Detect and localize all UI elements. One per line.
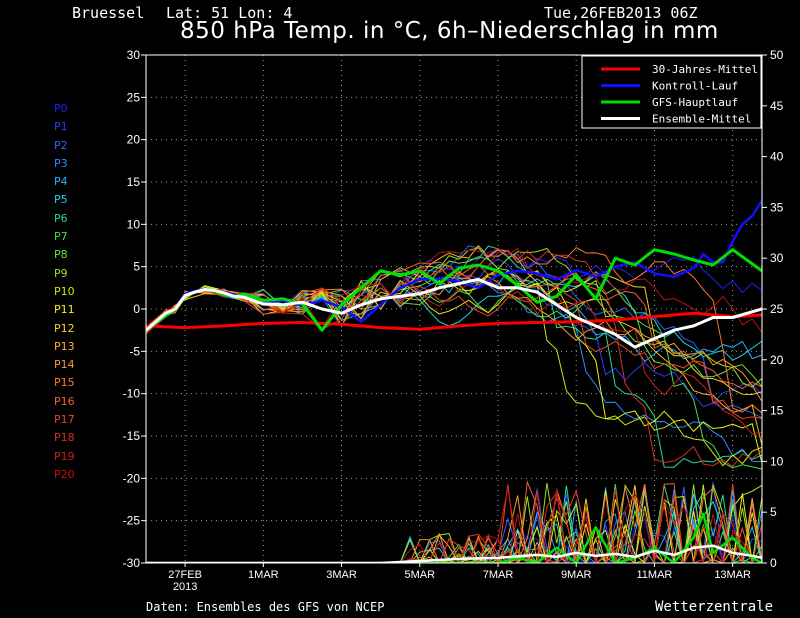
left-tick-label: 15 bbox=[127, 175, 141, 189]
x-tick-label: 9MAR bbox=[561, 569, 592, 581]
series-ensemble-mittel-line bbox=[146, 277, 762, 349]
member-temp-line bbox=[146, 285, 762, 420]
x-tick-label: 13MAR bbox=[714, 569, 751, 581]
member-label: P20 bbox=[54, 467, 75, 481]
x-tick-label: 1MAR bbox=[248, 569, 279, 581]
member-label: P3 bbox=[54, 156, 68, 170]
right-tick-label: 30 bbox=[770, 251, 784, 265]
right-tick-label: 15 bbox=[770, 404, 784, 418]
member-label: P8 bbox=[54, 248, 68, 262]
member-temp-line bbox=[146, 250, 762, 468]
member-label: P5 bbox=[54, 193, 68, 207]
data-source: Daten: Ensembles des GFS von NCEP bbox=[146, 600, 385, 614]
right-tick-label: 25 bbox=[770, 302, 784, 316]
member-label: P9 bbox=[54, 266, 68, 280]
highlighted-lines bbox=[146, 199, 762, 349]
left-tick-label: -20 bbox=[123, 471, 141, 485]
member-temp-line bbox=[146, 271, 762, 467]
x-tick-label: 11MAR bbox=[637, 569, 673, 581]
station-name: Bruessel bbox=[72, 4, 145, 22]
member-label: P15 bbox=[54, 376, 75, 390]
member-label: P13 bbox=[54, 339, 75, 353]
mean-precip-line bbox=[146, 544, 762, 563]
left-tick-label: 10 bbox=[127, 217, 141, 231]
right-tick-label: 0 bbox=[770, 556, 777, 570]
member-label: P16 bbox=[54, 394, 75, 408]
member-label: P4 bbox=[54, 175, 68, 189]
left-tick-label: 20 bbox=[127, 133, 141, 147]
member-label: P2 bbox=[54, 138, 68, 152]
x-tick-label: 7MAR bbox=[483, 569, 514, 581]
x-tick-label: 5MAR bbox=[404, 569, 435, 581]
member-temp-line bbox=[146, 245, 762, 446]
ensemble-member-legend: P0 P1 P2 P3 P4 P5 P6 P7 P8 P9 P10 P11 P12 P13 P14 P15 P1… bbox=[54, 100, 75, 484]
member-label: P11 bbox=[54, 303, 75, 317]
right-tick-label: 35 bbox=[770, 200, 784, 214]
right-tick-label: 20 bbox=[770, 353, 784, 367]
x-tick-label: 27FEB bbox=[168, 569, 202, 581]
member-temp-line bbox=[146, 270, 762, 435]
left-tick-label: 0 bbox=[133, 302, 140, 316]
member-temp-line bbox=[146, 246, 762, 414]
right-tick-label: 50 bbox=[770, 48, 784, 62]
right-tick-label: 45 bbox=[770, 99, 784, 113]
x-tick-label: 3MAR bbox=[326, 569, 357, 581]
x-tick-sublabel: 2013 bbox=[173, 581, 197, 593]
member-label: P1 bbox=[54, 120, 68, 134]
member-label: P12 bbox=[54, 321, 75, 335]
member-precip-line bbox=[146, 487, 762, 563]
brand: Wetterzentrale bbox=[655, 599, 774, 615]
series-30-jahres-mittel-line bbox=[146, 311, 762, 331]
chart-title: 850 hPa Temp. in °C, 6h–Niederschlag in … bbox=[180, 18, 719, 44]
member-label: P19 bbox=[54, 449, 75, 463]
member-temp-line bbox=[146, 261, 762, 390]
member-temp-line bbox=[146, 245, 762, 468]
member-label: P10 bbox=[54, 284, 75, 298]
left-tick-label: -25 bbox=[123, 514, 141, 528]
member-precip-line bbox=[146, 483, 762, 563]
left-tick-label: 30 bbox=[127, 48, 141, 62]
member-label: P18 bbox=[54, 431, 75, 445]
plot-frame bbox=[145, 54, 763, 564]
right-tick-label: 10 bbox=[770, 454, 784, 468]
left-tick-label: 25 bbox=[127, 90, 141, 104]
member-precip-line bbox=[146, 488, 762, 563]
series-legend: 30-Jahres-Mittel Kontroll-Lauf GFS-Hauptla… bbox=[581, 55, 762, 129]
legend-label: GFS-Hauptlauf bbox=[652, 96, 738, 109]
member-precip-line bbox=[146, 491, 762, 563]
ensemble-member-lines bbox=[146, 245, 762, 470]
left-tick-label: -15 bbox=[123, 429, 141, 443]
left-tick-label: -5 bbox=[129, 344, 140, 358]
member-temp-line bbox=[146, 270, 762, 402]
run-datetime: Tue,26FEB2013 06Z bbox=[544, 4, 698, 22]
member-label: P14 bbox=[54, 358, 75, 372]
left-tick-label: 5 bbox=[133, 260, 140, 274]
member-label: P7 bbox=[54, 230, 68, 244]
legend-label: Ensemble-Mittel bbox=[652, 113, 751, 126]
series-kontroll-lauf-line bbox=[146, 199, 762, 332]
member-precip-line bbox=[146, 485, 762, 563]
legend-label: 30-Jahres-Mittel bbox=[652, 63, 758, 76]
left-tick-label: -10 bbox=[123, 387, 141, 401]
legend-label: Kontroll-Lauf bbox=[652, 80, 738, 93]
gfs-precip-line bbox=[146, 512, 762, 563]
right-tick-label: 40 bbox=[770, 150, 784, 164]
left-tick-label: -30 bbox=[123, 556, 141, 570]
member-label: P0 bbox=[54, 102, 68, 115]
precipitation-lines bbox=[146, 480, 762, 563]
left-axis-ticks: -30 -25 -20 -15 -10 -5 0 5 10 15 20 25 30 bbox=[123, 48, 146, 570]
member-label: P6 bbox=[54, 211, 68, 225]
member-temp-line bbox=[146, 247, 762, 333]
right-tick-label: 5 bbox=[770, 505, 777, 519]
station-coords: Lat: 51 Lon: 4 bbox=[166, 4, 293, 22]
member-label: P17 bbox=[54, 413, 75, 427]
right-axis-ticks: 0 5 10 15 20 25 30 35 40 45 50 bbox=[762, 48, 784, 570]
member-precip-line bbox=[146, 482, 762, 563]
